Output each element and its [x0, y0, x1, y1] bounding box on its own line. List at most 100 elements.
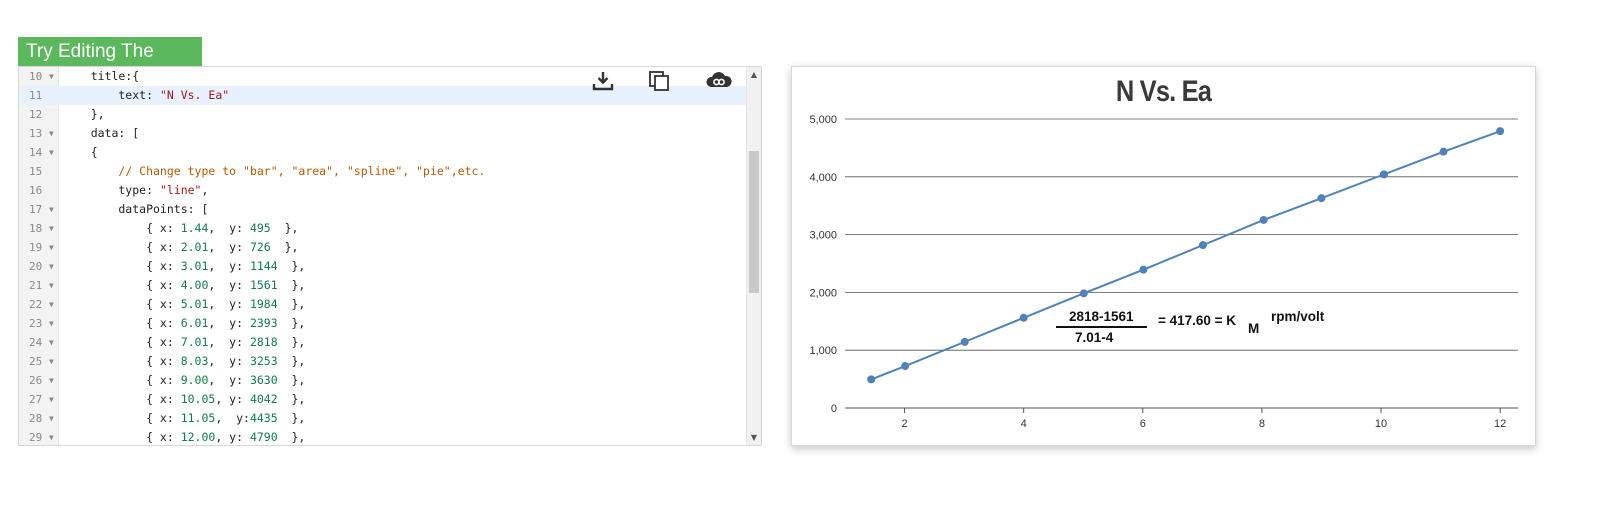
code-line[interactable]: 21 ▼ { x: 4.00, y: 1561 },	[19, 276, 746, 295]
copy-icon[interactable]	[645, 69, 673, 93]
x-tick-label: 4	[1021, 418, 1027, 430]
code-token: , y:	[208, 259, 250, 273]
scroll-down-arrow-icon[interactable]: ▼	[750, 433, 758, 442]
x-tick-label: 2	[901, 418, 907, 430]
code-line[interactable]: 17 ▼ dataPoints: [	[19, 200, 746, 219]
code-line[interactable]: 28 ▼ { x: 11.05, y:4435 },	[19, 409, 746, 428]
fold-arrow-icon[interactable]: ▼	[49, 319, 54, 328]
code-line[interactable]: 15 // Change type to "bar", "area", "spl…	[19, 162, 746, 181]
code-token: , y:	[208, 373, 250, 387]
code-lines[interactable]: 10 ▼ title:{11 text: "N Vs. Ea" 12 }, 13 ▼ d…	[19, 67, 746, 445]
code-line[interactable]: 24 ▼ { x: 7.01, y: 2818 },	[19, 333, 746, 352]
y-tick-label: 0	[831, 403, 837, 415]
code-line[interactable]: 19 ▼ { x: 2.01, y: 726 },	[19, 238, 746, 257]
code-token: { x:	[63, 430, 181, 444]
code-text: { x: 4.00, y: 1561 },	[63, 276, 305, 295]
code-token: },	[277, 259, 306, 273]
line-number: 28	[29, 412, 43, 425]
code-text: {	[63, 143, 98, 162]
fold-arrow-icon[interactable]: ▼	[49, 395, 54, 404]
code-token: 11.05	[180, 411, 216, 425]
line-number-gutter	[19, 67, 59, 445]
code-token: 2.01	[180, 240, 209, 254]
code-line[interactable]: 10 ▼ title:{	[19, 67, 746, 86]
code-token: },	[277, 278, 306, 292]
fold-arrow-icon[interactable]: ▼	[49, 414, 54, 423]
code-token: { x:	[63, 221, 181, 235]
line-number: 27	[29, 393, 43, 406]
code-token: , y:	[208, 354, 250, 368]
code-token: , y:	[215, 411, 250, 425]
y-tick-label: 3,000	[809, 230, 837, 242]
code-line[interactable]: 25 ▼ { x: 8.03, y: 3253 },	[19, 352, 746, 371]
code-line[interactable]: 16 type: "line",	[19, 181, 746, 200]
fold-arrow-icon[interactable]: ▼	[49, 300, 54, 309]
code-line[interactable]: 26 ▼ { x: 9.00, y: 3630 },	[19, 371, 746, 390]
code-line[interactable]: 29 ▼ { x: 12.00, y: 4790 },	[19, 428, 746, 445]
fold-arrow-icon[interactable]: ▼	[49, 281, 54, 290]
download-icon[interactable]	[589, 69, 617, 93]
fold-arrow-icon[interactable]: ▼	[49, 262, 54, 271]
fold-arrow-icon[interactable]: ▼	[49, 148, 54, 157]
code-editor[interactable]: 10 ▼ title:{11 text: "N Vs. Ea" 12 }, 13 ▼ d…	[18, 66, 762, 446]
code-line[interactable]: 13 ▼ data: [	[19, 124, 746, 143]
code-token: },	[277, 430, 306, 444]
code-token: { x:	[63, 278, 181, 292]
code-token: },	[277, 335, 306, 349]
code-token: { x:	[63, 392, 181, 406]
fold-arrow-icon[interactable]: ▼	[49, 72, 54, 81]
code-token: 6.01	[180, 316, 209, 330]
fold-arrow-icon[interactable]: ▼	[49, 243, 54, 252]
y-tick-label: 5,000	[809, 114, 837, 126]
code-token: data: [	[63, 126, 140, 140]
code-text: { x: 7.01, y: 2818 },	[63, 333, 305, 352]
data-point	[867, 375, 876, 384]
line-number: 22	[29, 298, 43, 311]
code-text: { x: 5.01, y: 1984 },	[63, 295, 305, 314]
fold-arrow-icon[interactable]: ▼	[49, 205, 54, 214]
code-token: { x:	[63, 259, 181, 273]
line-number: 17	[29, 203, 43, 216]
fold-arrow-icon[interactable]: ▼	[49, 433, 54, 442]
code-token: dataPoints: [	[63, 202, 209, 216]
editor-scrollbar[interactable]: ▲ ▼	[746, 67, 761, 445]
fold-arrow-icon[interactable]: ▼	[49, 376, 54, 385]
code-token: { x:	[63, 297, 181, 311]
code-text: { x: 11.05, y:4435 },	[63, 409, 305, 428]
code-text: title:{	[63, 67, 139, 86]
code-line[interactable]: 14 ▼ {	[19, 143, 746, 162]
scroll-thumb[interactable]	[749, 151, 759, 293]
code-token: 1984	[249, 297, 278, 311]
code-token: {	[63, 145, 98, 159]
code-token: { x:	[63, 373, 181, 387]
code-text: { x: 8.03, y: 3253 },	[63, 352, 305, 371]
code-line[interactable]: 11 text: "N Vs. Ea"	[19, 86, 746, 105]
share-link-icon[interactable]	[705, 69, 733, 93]
code-line[interactable]: 22 ▼ { x: 5.01, y: 1984 },	[19, 295, 746, 314]
y-tick-label: 2,000	[809, 287, 837, 299]
code-line[interactable]: 18 ▼ { x: 1.44, y: 495 },	[19, 219, 746, 238]
code-token: { x:	[63, 354, 181, 368]
code-line[interactable]: 27 ▼ { x: 10.05, y: 4042 },	[19, 390, 746, 409]
annotation-equation: = 417.60 = K	[1158, 313, 1237, 328]
fold-arrow-icon[interactable]: ▼	[49, 338, 54, 347]
fold-arrow-icon[interactable]: ▼	[49, 224, 54, 233]
code-text: text: "N Vs. Ea"	[63, 86, 229, 105]
code-token: },	[277, 392, 306, 406]
code-token: 3630	[249, 373, 278, 387]
data-point	[1439, 147, 1448, 156]
code-token: },	[277, 354, 306, 368]
code-token: // Change type to "bar", "area", "spline…	[118, 164, 486, 178]
line-number: 18	[29, 222, 43, 235]
code-token: 3.01	[180, 259, 209, 273]
fold-arrow-icon[interactable]: ▼	[49, 357, 54, 366]
code-line[interactable]: 12 },	[19, 105, 746, 124]
fold-arrow-icon[interactable]: ▼	[49, 129, 54, 138]
scroll-up-arrow-icon[interactable]: ▲	[750, 70, 758, 79]
line-number: 13	[29, 127, 43, 140]
try-editing-tab[interactable]: Try Editing The Code	[18, 37, 202, 91]
code-line[interactable]: 23 ▼ { x: 6.01, y: 2393 },	[19, 314, 746, 333]
x-tick-label: 10	[1375, 418, 1387, 430]
code-line[interactable]: 20 ▼ { x: 3.01, y: 1144 },	[19, 257, 746, 276]
code-token: , y:	[208, 240, 250, 254]
